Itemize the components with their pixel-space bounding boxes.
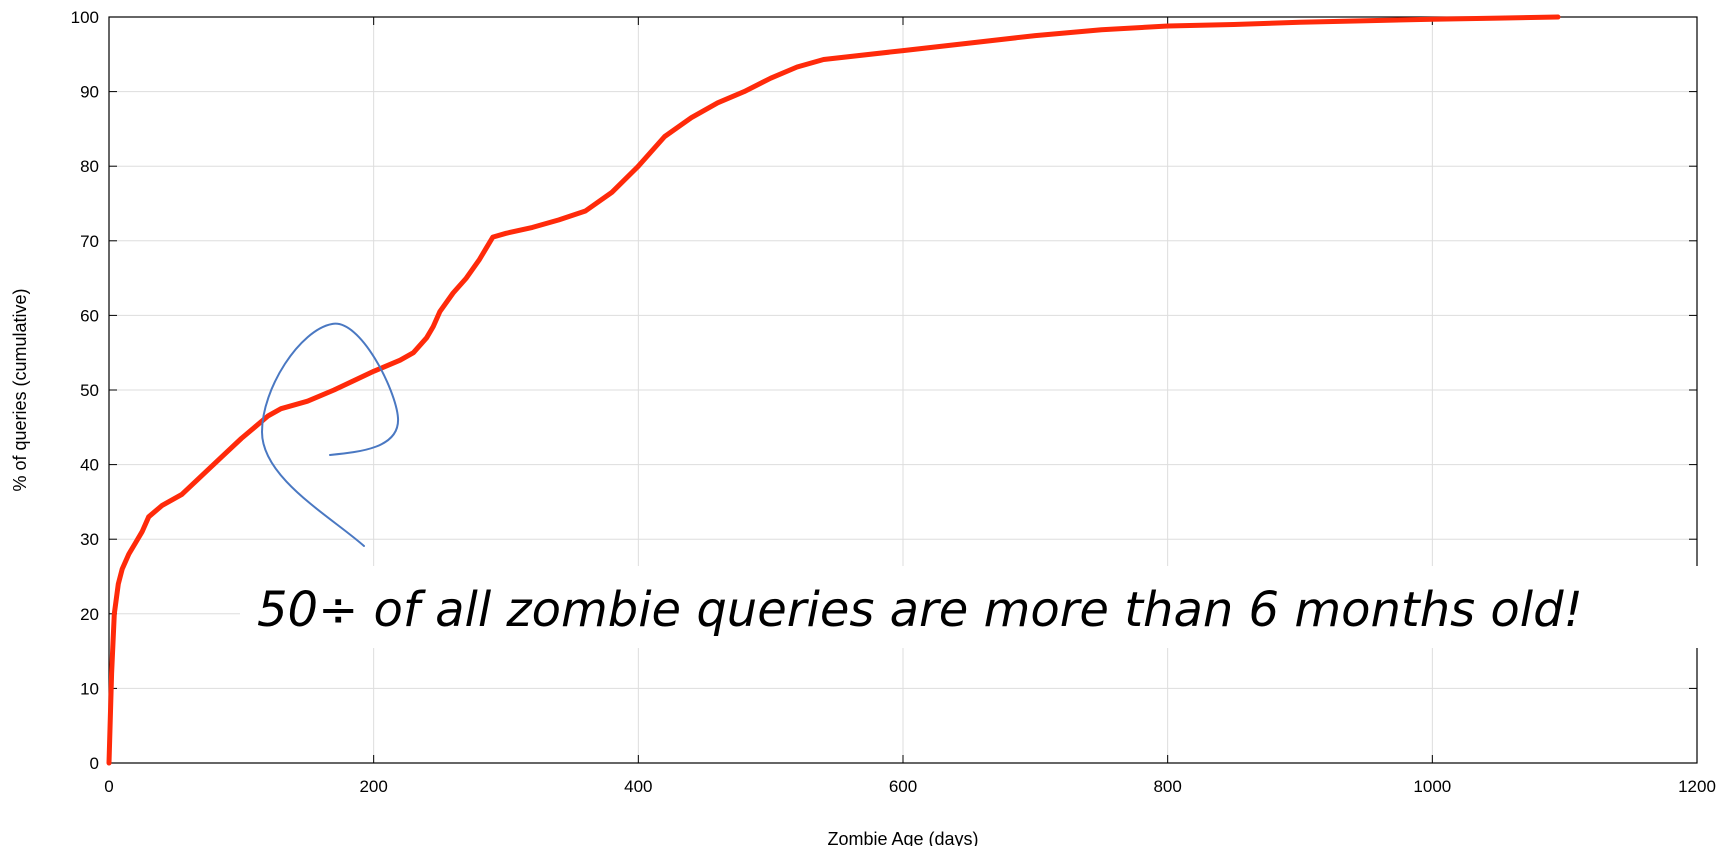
y-tick-label: 100	[71, 8, 99, 27]
annotation-scribble	[260, 322, 400, 547]
y-tick-label: 40	[80, 456, 99, 475]
x-tick-label: 200	[359, 777, 387, 796]
y-tick-label: 80	[80, 157, 99, 176]
x-tick-label: 800	[1153, 777, 1181, 796]
x-tick-label: 0	[104, 777, 113, 796]
x-tick-label: 400	[624, 777, 652, 796]
y-tick-label: 10	[80, 679, 99, 698]
x-tick-label: 600	[889, 777, 917, 796]
series-line	[106, 14, 1561, 766]
axes: 0 200 400 600 800 1000 1200 0 10 20 30 40 50 60 70 80 90…	[71, 8, 1716, 796]
y-tick-label: 60	[80, 306, 99, 325]
gridlines	[109, 17, 1697, 763]
scribble-loop	[260, 322, 400, 547]
annotation-background	[240, 566, 1725, 648]
x-tick-label: 1000	[1413, 777, 1451, 796]
y-tick-label: 90	[80, 83, 99, 102]
y-axis-label: % of queries (cumulative)	[10, 288, 30, 491]
x-axis-label: Zombie Age (days)	[827, 829, 978, 846]
y-tick-label: 20	[80, 605, 99, 624]
annotation-text: 50÷ of all zombie queries are more than …	[257, 582, 1583, 638]
y-tick-label: 50	[80, 381, 99, 400]
y-tick-label: 30	[80, 530, 99, 549]
y-tick-label: 0	[90, 754, 99, 773]
y-tick-label: 70	[80, 232, 99, 251]
x-tick-label: 1200	[1678, 777, 1716, 796]
series-layer	[106, 14, 1561, 766]
